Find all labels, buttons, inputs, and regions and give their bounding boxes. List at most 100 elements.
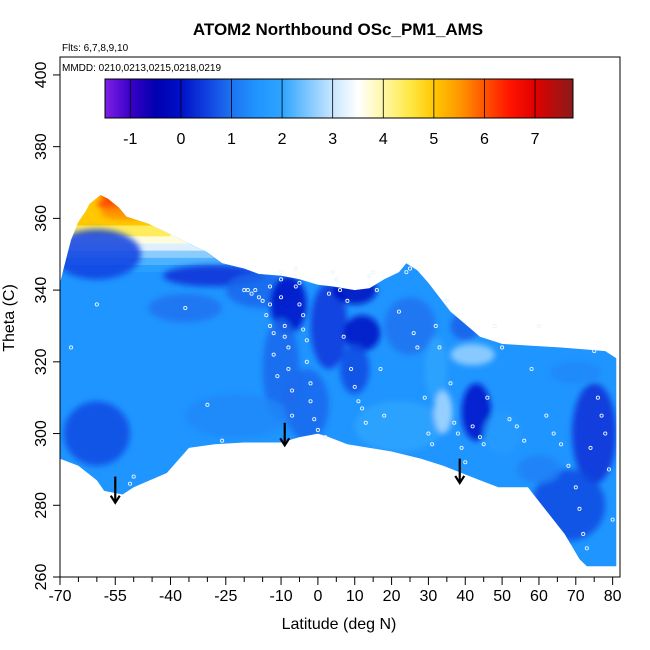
- sample-point: [610, 517, 615, 522]
- sample-point: [514, 424, 519, 429]
- value-patch: [450, 311, 480, 341]
- sample-point: [290, 413, 295, 418]
- value-patch: [450, 343, 495, 366]
- sample-point: [127, 481, 133, 486]
- sample-point: [308, 399, 313, 404]
- sample-point: [271, 352, 276, 357]
- value-patch: [284, 369, 329, 441]
- sample-point: [337, 288, 343, 293]
- colorbar-gradient: [104, 78, 574, 119]
- colorbar-tick-label: 0: [176, 131, 185, 148]
- value-patch: [310, 282, 348, 369]
- value-patch: [424, 336, 447, 402]
- x-tick-label: -10: [269, 588, 292, 605]
- arrows: [109, 422, 466, 505]
- sample-point: [264, 313, 269, 318]
- sample-point: [382, 413, 387, 418]
- sample-point: [249, 291, 254, 296]
- value-patch: [572, 383, 617, 484]
- y-tick-label: 320: [33, 348, 50, 375]
- x-tick-label: 30: [420, 588, 438, 605]
- sample-point: [444, 298, 449, 303]
- sample-point: [573, 485, 578, 490]
- value-patch: [483, 412, 521, 456]
- colorbar-tick-label: 4: [379, 131, 388, 148]
- sample-point: [312, 417, 317, 422]
- value-patch: [550, 361, 602, 384]
- sample-point: [448, 381, 453, 386]
- colorbar-tick-label: 3: [328, 131, 337, 148]
- y-tick-label: 280: [33, 492, 50, 519]
- value-patch: [185, 394, 289, 438]
- sample-point: [326, 291, 331, 296]
- sample-point: [522, 438, 527, 443]
- colorbar-tick-label: 2: [278, 131, 287, 148]
- value-patch: [461, 383, 492, 441]
- sample-point: [286, 366, 291, 372]
- sample-points: [69, 266, 615, 551]
- colorbar-tick-label: 1: [227, 131, 236, 148]
- arrow: [454, 458, 466, 486]
- x-axis-label: Latitude (deg N): [282, 616, 397, 633]
- sample-point: [267, 323, 273, 329]
- sample-point: [378, 366, 383, 372]
- sample-point: [492, 323, 497, 329]
- sample-point: [131, 474, 136, 479]
- sample-point: [459, 445, 464, 450]
- sample-point: [282, 334, 287, 339]
- sample-point: [360, 406, 365, 411]
- sample-point: [455, 431, 460, 436]
- sample-point: [566, 463, 571, 468]
- sample-point: [577, 506, 582, 511]
- sample-point: [599, 413, 604, 418]
- x-tick-label: 20: [383, 588, 401, 605]
- sample-point: [349, 366, 354, 372]
- sample-point: [507, 417, 512, 422]
- y-tick-label: 340: [33, 277, 50, 304]
- sample-point: [297, 280, 302, 285]
- value-patch: [340, 343, 370, 395]
- x-axis: -70 -55 -40 -25 -10 0 10 20 30 40 50 60 70 80: [48, 577, 622, 605]
- sample-point: [470, 424, 475, 429]
- sample-point: [334, 277, 339, 282]
- chart-title: ATOM2 Northbound OSc_PM1_AMS: [193, 20, 483, 39]
- sample-point: [592, 349, 597, 354]
- sample-point: [271, 331, 276, 336]
- value-patch: [433, 390, 453, 434]
- sample-point: [426, 431, 431, 436]
- sample-point: [588, 445, 593, 450]
- arrow: [109, 476, 121, 505]
- sample-point: [404, 270, 409, 275]
- sample-point: [301, 313, 306, 318]
- sample-point: [485, 395, 490, 400]
- sample-point: [297, 302, 302, 307]
- sample-point: [260, 298, 265, 303]
- sample-point: [253, 288, 258, 293]
- flights-note: Flts: 6,7,8,9,10: [62, 43, 129, 54]
- sample-point: [293, 284, 298, 289]
- sample-point: [595, 395, 600, 400]
- sample-point: [411, 331, 416, 336]
- sample-point: [422, 395, 427, 400]
- sample-point: [315, 427, 320, 433]
- value-patches: [60, 195, 617, 542]
- colorbar-tick-label: -1: [123, 131, 137, 148]
- sample-point: [345, 298, 350, 303]
- sample-point: [477, 435, 483, 440]
- sample-point: [205, 402, 210, 407]
- x-tick-label: 0: [313, 588, 322, 605]
- y-axis-label: Theta (C): [1, 284, 18, 352]
- sample-point: [415, 345, 420, 350]
- sample-point: [430, 442, 435, 447]
- y-axis: 260 280 300 320 340 360 380 400: [33, 61, 60, 590]
- arrow: [279, 422, 291, 448]
- value-patch: [148, 293, 223, 323]
- dates-note: MMDD: 0210,0213,0215,0218,0219: [62, 63, 221, 74]
- sample-point: [559, 442, 564, 447]
- value-patch: [63, 401, 131, 466]
- sample-point: [279, 270, 284, 275]
- sample-point: [256, 295, 261, 300]
- y-tick-label: 260: [33, 564, 50, 591]
- x-tick-label: 50: [493, 588, 511, 605]
